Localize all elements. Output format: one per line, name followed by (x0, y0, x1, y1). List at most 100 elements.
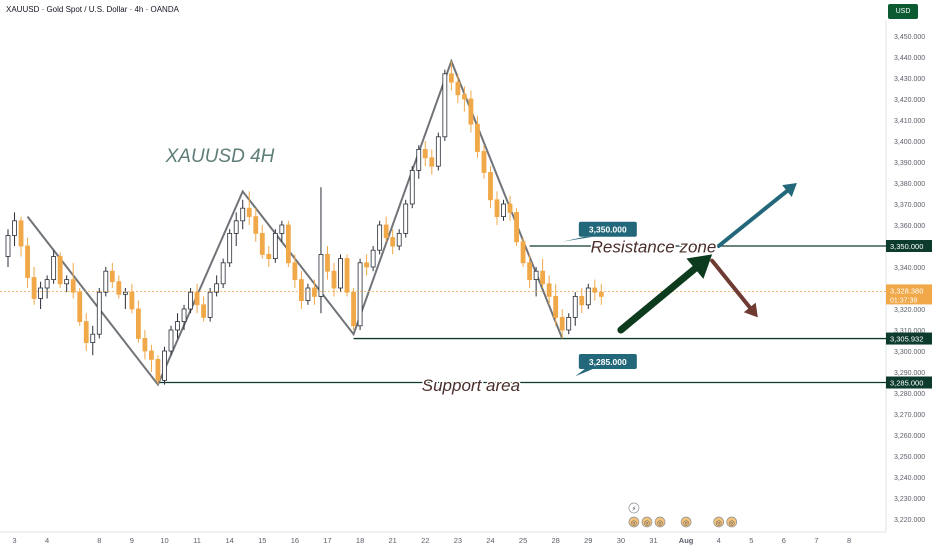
y-tick-label: 3,260.000 (894, 433, 925, 440)
x-tick-label: 8 (847, 536, 851, 545)
candle-body (298, 279, 304, 302)
candle (272, 229, 278, 263)
swing-low-axis-label: 3,305.932 (886, 332, 932, 345)
candle-body (12, 220, 17, 236)
candle-body (64, 279, 70, 285)
candle-body (442, 73, 448, 138)
green-up-arrow (617, 254, 713, 334)
candle (233, 212, 239, 246)
candle-body (142, 337, 148, 352)
svg-text:◎: ◎ (644, 519, 650, 527)
zigzag-line (26, 58, 564, 387)
candle (468, 90, 474, 133)
candle (409, 166, 415, 209)
candle-body (38, 287, 43, 299)
candle-body (90, 333, 96, 344)
candle (5, 229, 11, 267)
candle (422, 141, 428, 167)
candle (481, 145, 487, 179)
candle (540, 258, 546, 288)
x-tick-label: 8 (97, 536, 101, 545)
candle-body (325, 253, 330, 272)
candle (168, 325, 174, 356)
candle-body (116, 281, 122, 295)
candle (533, 267, 539, 297)
y-tick-label: 3,420.000 (894, 97, 925, 104)
candle-body (233, 220, 239, 234)
svg-text:⚡: ⚡ (631, 505, 636, 513)
y-tick-label: 3,370.000 (894, 202, 925, 209)
earnings-event-icon[interactable]: ◎ (628, 516, 640, 528)
earnings-event-icon[interactable]: ◎ (654, 516, 666, 528)
candle (305, 283, 311, 305)
candle (259, 225, 265, 259)
candle (175, 313, 180, 339)
candle (51, 250, 57, 284)
earnings-event-icon[interactable]: ◎ (641, 516, 653, 528)
lightning-event-icon[interactable]: ⚡ (628, 502, 640, 514)
candle-body (351, 291, 356, 327)
candle-body (546, 283, 552, 297)
candle-body (501, 203, 506, 217)
current-price-value: 3,328.380 (890, 286, 923, 295)
candle (357, 258, 363, 330)
candle (390, 229, 396, 255)
x-tick-label: 15 (258, 536, 266, 545)
support-axis-label: 3,285.000 (886, 376, 932, 389)
candle (240, 199, 246, 230)
candle (344, 254, 350, 297)
candle (155, 355, 161, 385)
x-tick-label: 16 (291, 536, 299, 545)
svg-text:◎: ◎ (683, 519, 689, 527)
candle (377, 220, 383, 255)
candle-body (70, 279, 76, 293)
candle (188, 288, 193, 314)
candle-body (461, 94, 467, 100)
candle (90, 325, 96, 356)
earnings-event-icon[interactable]: ◎ (713, 516, 725, 528)
support-area-label: Support area (422, 376, 520, 395)
svg-text:◎: ◎ (657, 519, 663, 527)
candle (351, 288, 356, 330)
candle-body (135, 308, 141, 339)
candle-body (357, 262, 363, 327)
candle (181, 304, 187, 330)
earnings-event-icon[interactable]: ◎ (680, 516, 692, 528)
candle (116, 275, 122, 299)
candle-body (540, 270, 546, 285)
x-tick-label: 31 (649, 536, 657, 545)
candle-body (122, 291, 128, 295)
candle-body (377, 224, 383, 251)
candle-body (520, 241, 526, 264)
bar-countdown: 01:37:39 (890, 297, 917, 304)
candle-body (598, 291, 604, 297)
candle-body (312, 287, 317, 297)
candle-body (259, 232, 265, 255)
candle (507, 195, 513, 221)
svg-text:3,350.000: 3,350.000 (890, 242, 923, 251)
candle (318, 187, 324, 314)
candle-body (18, 220, 24, 247)
currency-button[interactable]: USD (888, 4, 918, 19)
candle (416, 145, 422, 179)
candle-body (51, 256, 57, 281)
candle-body (507, 203, 513, 213)
candle (253, 208, 259, 242)
candle-body (194, 291, 200, 306)
candle-body (305, 287, 311, 302)
x-tick-label: 4 (717, 536, 721, 545)
candle (109, 262, 115, 288)
y-tick-label: 3,320.000 (894, 307, 925, 314)
support-callout: 3,285.000 (575, 354, 637, 377)
x-tick-label: 21 (389, 536, 397, 545)
candle (149, 344, 154, 372)
candle-body (83, 321, 89, 344)
brown-down-arrow (710, 258, 758, 318)
x-tick-label: 14 (226, 536, 234, 545)
candle (429, 149, 435, 175)
earnings-event-icon[interactable]: ◎ (726, 516, 738, 528)
candle-body (396, 232, 402, 247)
y-tick-label: 3,410.000 (894, 118, 925, 125)
candle-body (579, 295, 585, 306)
